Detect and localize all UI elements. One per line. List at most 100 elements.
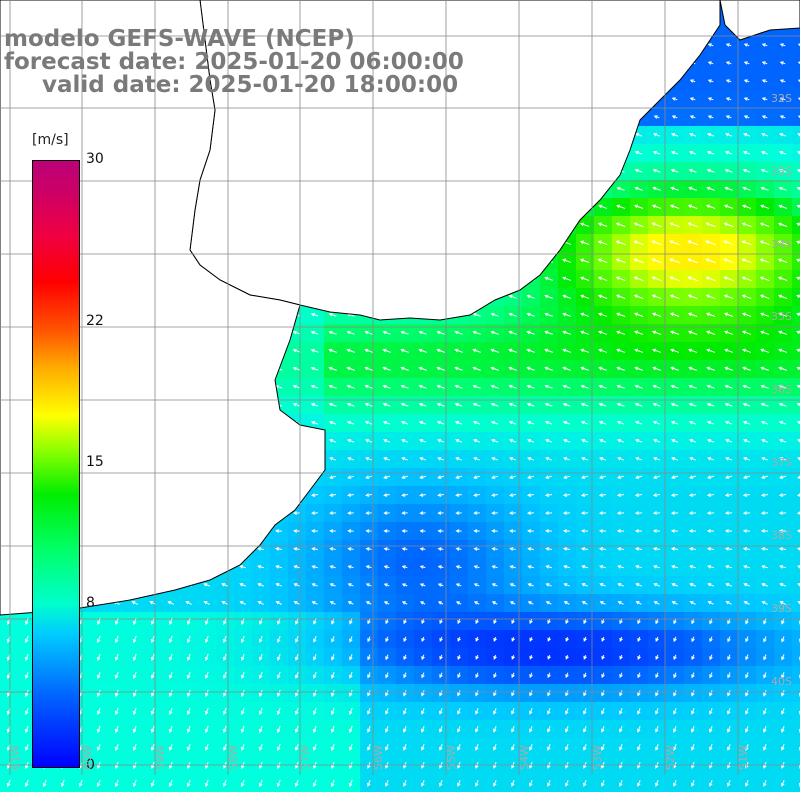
wind-arrow [688, 186, 697, 191]
wind-arrow [688, 366, 697, 371]
wind-arrow [779, 79, 786, 83]
wind-cell [792, 54, 800, 72]
wind-arrow [634, 186, 643, 191]
wind-arrow [706, 402, 715, 407]
wind-arrow [418, 420, 427, 425]
wind-cell [792, 270, 800, 288]
wind-cell [792, 486, 800, 504]
lon-label-52W: 52W [664, 745, 677, 770]
wind-arrow [328, 384, 337, 389]
wind-arrow [580, 402, 589, 407]
wind-arrow [292, 330, 301, 335]
wind-arrow [563, 438, 571, 443]
wind-arrow [400, 366, 409, 371]
wind-arrow [616, 330, 626, 335]
wind-arrow [687, 330, 698, 335]
wind-arrow [328, 402, 337, 407]
wind-arrow [383, 438, 391, 443]
colorbar-tick-8: 8 [86, 595, 95, 612]
wind-arrow [796, 384, 800, 389]
wind-arrow [418, 366, 427, 371]
wind-arrow [743, 115, 750, 119]
wind-arrow [796, 204, 800, 209]
wind-arrow [670, 186, 679, 191]
wind-arrow [580, 384, 589, 389]
wind-arrow [669, 258, 680, 264]
wind-arrow [418, 348, 427, 353]
wind-arrow [597, 240, 608, 246]
wind-arrow [759, 222, 770, 228]
wind-arrow [670, 150, 679, 155]
wind-arrow [490, 348, 499, 353]
wind-cell [792, 162, 800, 180]
wind-arrow [615, 240, 626, 246]
wind-arrow [562, 348, 572, 353]
wind-arrow [760, 438, 769, 443]
wind-arrow [796, 312, 800, 317]
wind-arrow [616, 348, 626, 353]
wind-arrow [328, 366, 337, 371]
wind-cell [792, 558, 800, 576]
wind-arrow [687, 276, 698, 282]
wind-arrow [364, 420, 373, 425]
wind-arrow [669, 276, 680, 282]
wind-arrow [797, 115, 800, 119]
wind-arrow [688, 384, 697, 389]
wind-arrow [633, 312, 644, 317]
wind-cell [792, 594, 800, 612]
wind-arrow [382, 420, 391, 425]
lat-label-35S: 35S [771, 310, 792, 323]
wind-arrow [743, 97, 750, 101]
wind-arrow [777, 222, 788, 227]
wind-arrow [777, 276, 788, 281]
wind-arrow [615, 222, 626, 228]
wind-arrow [705, 222, 716, 228]
wind-arrow [491, 438, 499, 443]
lat-label-33S: 33S [771, 165, 792, 178]
wind-arrow [634, 402, 643, 407]
wind-arrow [598, 384, 607, 389]
wind-arrow [707, 132, 715, 137]
wind-arrow [616, 186, 625, 191]
wind-arrow [436, 366, 445, 371]
wind-arrow [687, 312, 698, 317]
wind-cell [792, 522, 800, 540]
wind-arrow [689, 115, 696, 119]
wind-arrow [527, 438, 535, 443]
wind-arrow [742, 438, 751, 443]
wind-arrow [346, 366, 355, 371]
wind-arrow [526, 366, 535, 371]
wind-arrow [724, 150, 733, 155]
wind-arrow [796, 348, 800, 353]
wind-arrow [616, 384, 625, 389]
wind-cell [792, 36, 800, 54]
wind-arrow [669, 330, 680, 335]
wind-arrow [580, 330, 590, 335]
wind-arrow [292, 384, 301, 389]
wind-arrow [346, 420, 355, 425]
wind-arrow [777, 294, 788, 299]
wind-arrow [544, 384, 553, 389]
wind-arrow [364, 348, 373, 353]
wind-arrow [760, 186, 769, 191]
wind-arrow [382, 348, 391, 353]
wind-arrow [472, 402, 481, 407]
wind-arrow [526, 312, 535, 317]
wind-arrow [562, 366, 571, 371]
wind-arrow [778, 330, 788, 335]
wind-arrow [364, 366, 373, 371]
wind-arrow [759, 294, 770, 299]
wind-arrow [544, 276, 553, 281]
wind-arrow [508, 384, 517, 389]
wind-arrow [670, 438, 679, 443]
wind-arrow [419, 438, 427, 443]
wind-arrow [687, 258, 698, 264]
wind-arrow [759, 240, 770, 246]
wind-arrow [310, 330, 319, 335]
wind-arrow [526, 348, 535, 353]
wind-arrow [490, 384, 499, 389]
wind-arrow [707, 79, 714, 83]
wind-arrow [454, 348, 463, 353]
wind-arrow [634, 420, 643, 425]
wind-arrow [724, 168, 733, 173]
